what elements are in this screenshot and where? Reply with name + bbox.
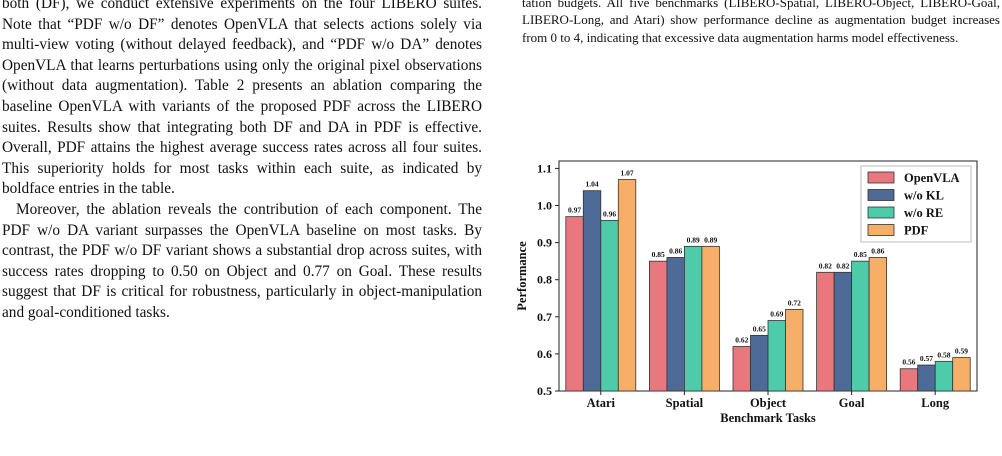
bar (666, 257, 685, 392)
bar (851, 260, 870, 392)
bar (917, 364, 936, 392)
bar-value-label: 0.86 (669, 246, 682, 255)
left-column: both (DF), we conduct extensive experime… (2, 0, 482, 324)
bar-value-label: 0.85 (652, 250, 665, 259)
right-column: tation budgets. All five benchmarks (LIB… (522, 0, 1000, 46)
bar-value-label: 0.82 (836, 261, 849, 270)
bar-value-label: 0.72 (788, 298, 801, 307)
bar (648, 260, 668, 392)
y-tick-label: 0.8 (537, 273, 552, 287)
bar (952, 357, 971, 392)
bar-value-label: 0.97 (568, 206, 581, 215)
y-tick-label: 0.9 (537, 236, 552, 250)
y-tick-label: 0.5 (537, 384, 552, 398)
x-tick-label: Object (750, 396, 787, 410)
bar-value-label: 0.58 (937, 350, 950, 359)
bar (816, 271, 835, 392)
bar (732, 346, 751, 392)
legend-label: OpenVLA (904, 171, 960, 185)
x-tick-label: Long (921, 396, 950, 410)
legend-swatch (867, 171, 895, 184)
bar-value-label: 0.96 (603, 209, 616, 218)
caption-paragraph: tation budgets. All five benchmarks (LIB… (522, 0, 1000, 45)
body-paragraph-1: both (DF), we conduct extensive experime… (2, 0, 482, 198)
bar-value-label: 0.57 (920, 354, 933, 363)
bar-chart: 0.5 0.6 0.7 0.8 0.9 1.0 1.1 Performance 0.97 1.04… (515, 160, 978, 425)
legend-swatch (867, 224, 895, 236)
bar (582, 190, 602, 392)
legend-label: w/o KL (904, 189, 944, 203)
bar-value-label: 1.07 (620, 169, 633, 178)
bar-value-label: 0.59 (955, 347, 968, 356)
y-tick-label: 0.6 (537, 347, 552, 361)
y-tick-label: 0.7 (537, 310, 552, 324)
bar-value-label: 1.04 (585, 180, 598, 189)
body-paragraph-2: Moreover, the ablation reveals the contr… (2, 200, 482, 321)
bar (565, 216, 584, 392)
legend-label: PDF (904, 224, 929, 238)
bar (600, 219, 619, 392)
bar-value-label: 0.69 (770, 310, 783, 319)
bar (701, 245, 720, 392)
y-tick-label: 1.1 (537, 161, 552, 175)
bar (617, 179, 637, 392)
bar-value-label: 0.82 (819, 261, 832, 270)
bar-value-label: 0.65 (753, 324, 766, 333)
bar (868, 257, 888, 392)
x-tick-label: Spatial (666, 396, 704, 410)
bar (833, 271, 853, 392)
legend-label: w/o RE (904, 206, 943, 220)
bar (934, 360, 954, 392)
bar-value-label: 0.89 (687, 235, 700, 244)
x-tick-label: Goal (839, 396, 865, 410)
y-tick-label: 1.0 (537, 199, 552, 213)
bar-value-label: 0.85 (854, 250, 867, 259)
x-tick-label: Atari (587, 396, 616, 410)
bar-value-label: 0.86 (871, 246, 884, 255)
bar (899, 368, 919, 392)
bar (683, 245, 703, 392)
bar (785, 308, 804, 392)
legend-swatch (867, 189, 895, 201)
legend-swatch (867, 206, 895, 219)
bar-value-label: 0.56 (902, 358, 915, 367)
bar (750, 334, 769, 392)
bar-value-label: 0.89 (704, 235, 717, 244)
bar (767, 320, 786, 392)
bar-value-label: 0.62 (735, 335, 748, 344)
y-axis-label: Performance (515, 241, 529, 311)
x-axis-label: Benchmark Tasks (720, 411, 816, 425)
